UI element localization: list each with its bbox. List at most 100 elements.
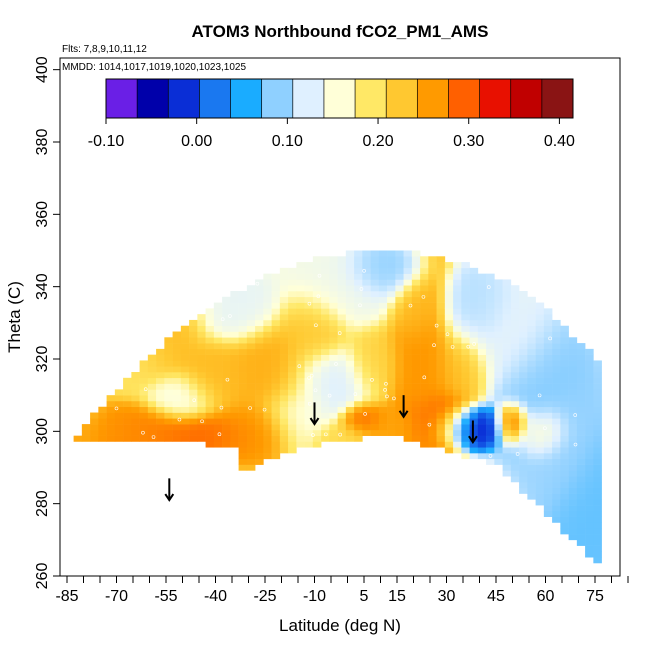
heatmap-cell xyxy=(205,412,215,419)
heatmap-cell xyxy=(593,424,602,431)
heatmap-cell xyxy=(279,372,289,379)
heatmap-cell xyxy=(362,291,371,298)
heatmap-cell xyxy=(321,267,330,274)
heatmap-cell xyxy=(205,377,215,384)
heatmap-cell xyxy=(114,435,124,442)
heatmap-cell xyxy=(296,337,305,344)
heatmap-cell xyxy=(502,337,512,344)
heatmap-cell xyxy=(576,366,586,373)
sample-marker xyxy=(421,295,426,299)
heatmap-cell xyxy=(362,285,371,292)
heatmap-cell xyxy=(494,458,503,465)
heatmap-cell xyxy=(279,412,289,419)
heatmap-cell xyxy=(560,418,569,425)
heatmap-cell xyxy=(469,348,479,355)
heatmap-cell xyxy=(147,435,157,442)
heatmap-cell xyxy=(147,400,157,408)
heatmap-cell xyxy=(543,505,553,512)
heatmap-cell xyxy=(205,395,215,402)
heatmap-cell xyxy=(197,424,206,431)
heatmap-cell xyxy=(329,429,338,436)
heatmap-cell xyxy=(296,372,305,379)
heatmap-cell xyxy=(461,447,470,454)
heatmap-cell xyxy=(444,372,454,379)
heatmap-cell xyxy=(238,464,248,471)
heatmap-cell xyxy=(535,319,545,327)
heatmap-cell xyxy=(139,383,149,390)
x-tick-label: 15 xyxy=(388,588,406,605)
heatmap-cell xyxy=(222,418,231,425)
heatmap-cell xyxy=(312,406,322,413)
heatmap-cell xyxy=(222,314,231,321)
heatmap-cell xyxy=(585,424,594,431)
heatmap-cell xyxy=(527,343,536,350)
heatmap-cell xyxy=(378,302,388,309)
heatmap-cell xyxy=(527,435,536,442)
heatmap-cell xyxy=(585,510,594,517)
heatmap-cell xyxy=(271,400,281,408)
heatmap-cell xyxy=(403,319,413,327)
heatmap-cell xyxy=(164,400,173,408)
heatmap-cell xyxy=(535,499,545,506)
heatmap-cell xyxy=(411,418,421,425)
heatmap-cell xyxy=(230,343,239,350)
heatmap-cell xyxy=(576,372,586,379)
heatmap-cell xyxy=(354,308,363,315)
heatmap-cell xyxy=(543,337,553,344)
heatmap-cell xyxy=(172,435,182,442)
heatmap-cell xyxy=(552,412,561,419)
heatmap-cell xyxy=(370,337,380,344)
heatmap-cell xyxy=(378,273,388,280)
heatmap-cell xyxy=(453,389,462,396)
heatmap-cell xyxy=(436,267,446,274)
heatmap-cell xyxy=(560,395,569,402)
heatmap-cell xyxy=(312,435,322,442)
heatmap-cell xyxy=(560,337,569,344)
heatmap-cell xyxy=(180,377,190,384)
heatmap-cell xyxy=(543,366,553,373)
heatmap-cell xyxy=(370,366,380,373)
heatmap-cell xyxy=(568,470,578,477)
sample-marker xyxy=(362,268,366,273)
heatmap-cell xyxy=(486,447,495,454)
heatmap-cell xyxy=(164,406,173,413)
heatmap-cell xyxy=(420,395,429,402)
heatmap-cell xyxy=(502,447,512,454)
heatmap-cell xyxy=(502,308,512,315)
heatmap-cell xyxy=(576,522,586,529)
heatmap-cell xyxy=(337,296,347,303)
heatmap-cell xyxy=(304,400,314,408)
heatmap-cell xyxy=(535,447,545,454)
heatmap-cell xyxy=(510,424,520,431)
heatmap-cell xyxy=(395,331,404,338)
heatmap-cell xyxy=(576,528,586,535)
heatmap-cell xyxy=(312,273,322,280)
heatmap-cell xyxy=(486,377,495,384)
heatmap-cell xyxy=(477,372,487,379)
heatmap-cell xyxy=(585,476,594,483)
heatmap-cell xyxy=(510,325,520,332)
heatmap-cell xyxy=(337,267,347,274)
sample-marker xyxy=(370,378,374,382)
heatmap-cell xyxy=(255,302,264,309)
heatmap-cell xyxy=(197,319,206,327)
heatmap-cell xyxy=(486,354,495,361)
heatmap-cell xyxy=(453,372,462,379)
heatmap-cell xyxy=(453,441,462,448)
heatmap-cell xyxy=(519,291,528,298)
heatmap-cell xyxy=(543,458,553,465)
heatmap-cell xyxy=(494,372,503,379)
heatmap-cell xyxy=(585,458,594,465)
heatmap-cell xyxy=(354,337,363,344)
heatmap-cell xyxy=(461,279,470,286)
heatmap-cell xyxy=(263,366,272,373)
heatmap-cell xyxy=(189,354,198,361)
heatmap-cell xyxy=(304,441,314,448)
heatmap-cell xyxy=(576,383,586,390)
heatmap-cell xyxy=(271,308,281,315)
heatmap-cell xyxy=(172,429,182,436)
heatmap-cell xyxy=(337,314,347,321)
heatmap-cell xyxy=(510,314,520,321)
heatmap-cell xyxy=(238,314,248,321)
heatmap-cell xyxy=(444,314,454,321)
